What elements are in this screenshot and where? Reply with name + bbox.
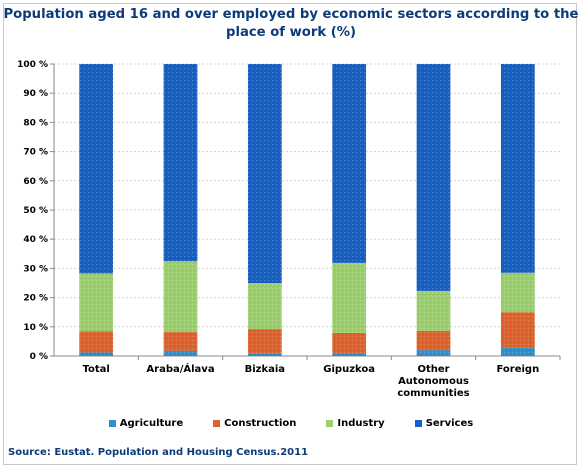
source-note: Source: Eustat. Population and Housing C… (8, 447, 309, 458)
legend-swatch (108, 419, 116, 427)
y-tick-label: 30 % (23, 264, 48, 274)
legend: Agriculture Construction Industry Services (0, 414, 582, 432)
y-tick-label: 10 % (23, 323, 48, 333)
bar-texture (416, 64, 451, 291)
legend-item-industry: Industry (326, 417, 385, 429)
bar-texture (79, 64, 114, 274)
x-category-label: Other Autonomous communities (397, 364, 469, 399)
legend-swatch (414, 419, 422, 427)
y-tick-label: 40 % (23, 235, 48, 245)
axes (50, 63, 561, 360)
chart-title: Population aged 16 and over employed by … (3, 7, 579, 40)
y-tick-label: 70 % (23, 148, 48, 158)
bar-texture (332, 262, 367, 333)
bar-texture (247, 283, 282, 330)
x-category-label: Total (83, 364, 110, 375)
x-category-label: Foreign (496, 364, 539, 375)
bar-texture (416, 350, 451, 356)
bar-texture (416, 330, 451, 351)
legend-label: Industry (337, 417, 385, 429)
bar-texture (79, 331, 114, 353)
legend-item-construction: Construction (213, 418, 296, 429)
legend-label: Services (425, 417, 474, 429)
bar-texture (163, 261, 198, 333)
bar-texture (500, 272, 535, 313)
y-tick-label: 20 % (23, 294, 48, 304)
x-category-label: Bizkaia (245, 364, 285, 375)
bar-texture (163, 64, 198, 262)
y-tick-label: 100 % (17, 60, 48, 70)
legend-swatch (326, 419, 334, 427)
legend-label: Construction (224, 417, 297, 429)
bar-texture (79, 352, 114, 356)
bar-texture (247, 329, 282, 354)
bar-texture (247, 64, 282, 283)
axis-labels: 0 % 10 % 20 % 30 % 40 % 50 % 60 % 70 % 80 % 90 % 1… (17, 60, 539, 399)
legend-item-agriculture: Agriculture (108, 417, 184, 429)
gridlines (54, 63, 560, 328)
bar-texture (332, 332, 367, 354)
x-category-label: Gipuzkoa (323, 364, 375, 375)
y-tick-label: 0 % (30, 352, 48, 362)
bar-texture (500, 347, 535, 356)
legend-item-services: Services (414, 417, 474, 429)
bar-texture (416, 290, 451, 331)
x-category-label: Araba/Álava (146, 362, 214, 375)
bar-texture (247, 353, 282, 356)
bar-texture (500, 64, 535, 273)
bar-texture (332, 64, 367, 263)
legend-swatch (213, 419, 221, 427)
bar-texture (332, 353, 367, 356)
bar-texture (163, 350, 198, 356)
bar-texture (79, 273, 114, 332)
y-tick-label: 90 % (23, 89, 48, 99)
legend-label: Agriculture (119, 417, 184, 429)
bars (79, 64, 535, 356)
y-tick-label: 50 % (23, 206, 48, 216)
y-tick-label: 60 % (23, 177, 48, 187)
bar-texture (163, 332, 198, 351)
bar-texture (500, 312, 535, 348)
y-tick-label: 80 % (23, 118, 48, 128)
